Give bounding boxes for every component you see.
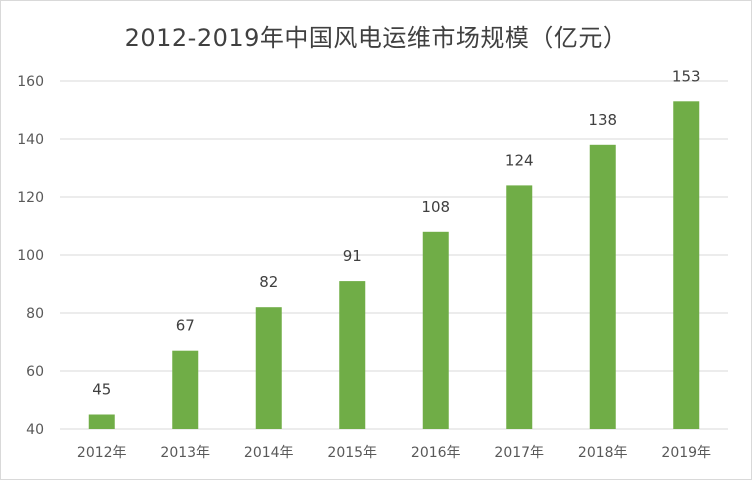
bar	[88, 414, 115, 429]
gridlines	[60, 80, 728, 430]
data-label: 67	[176, 317, 195, 335]
y-tick-label: 40	[26, 422, 44, 438]
data-label: 82	[259, 273, 278, 291]
chart-title: 2012-2019年中国风电运维市场规模（亿元）	[124, 24, 628, 52]
y-axis: 40 60 80 100 120 140 160	[17, 74, 44, 438]
x-tick-label: 2012年	[77, 445, 127, 461]
bar	[506, 185, 533, 429]
data-label: 91	[343, 247, 362, 265]
data-labels: 45 67 82 91 108 124 138 153	[92, 67, 700, 398]
x-tick-label: 2014年	[244, 445, 294, 461]
data-label: 45	[92, 381, 111, 399]
x-tick-label: 2013年	[160, 445, 210, 461]
y-tick-label: 100	[17, 248, 44, 264]
data-label: 124	[505, 151, 534, 169]
y-tick-label: 140	[17, 132, 44, 148]
bar	[673, 101, 700, 430]
bar	[422, 231, 449, 429]
x-tick-label: 2018年	[578, 445, 628, 461]
x-tick-label: 2019年	[661, 445, 711, 461]
bar	[255, 307, 282, 429]
y-tick-label: 160	[17, 74, 44, 90]
data-label: 153	[672, 67, 701, 85]
x-axis: 2012年 2013年 2014年 2015年 2016年 2017年 2018年 2019年	[77, 445, 711, 461]
x-tick-label: 2016年	[411, 445, 461, 461]
y-tick-label: 60	[26, 364, 44, 380]
data-label: 138	[588, 111, 617, 129]
bar	[339, 281, 366, 429]
bar	[589, 144, 616, 430]
data-label: 108	[421, 198, 450, 216]
bar	[172, 350, 199, 429]
x-tick-label: 2015年	[327, 445, 377, 461]
bars	[88, 101, 700, 430]
y-tick-label: 120	[17, 190, 44, 206]
x-tick-label: 2017年	[494, 445, 544, 461]
y-tick-label: 80	[26, 306, 44, 322]
